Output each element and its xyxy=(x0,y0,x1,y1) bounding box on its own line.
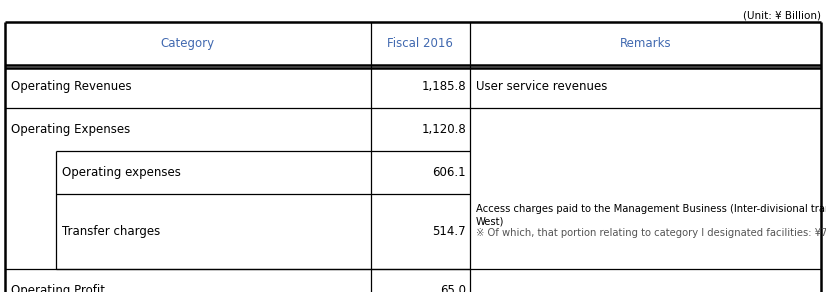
Text: Transfer charges: Transfer charges xyxy=(63,225,161,238)
Text: Operating Profit: Operating Profit xyxy=(11,284,105,292)
Text: (Unit: ¥ Billion): (Unit: ¥ Billion) xyxy=(743,10,821,20)
Text: Fiscal 2016: Fiscal 2016 xyxy=(387,37,453,50)
Text: 1,120.8: 1,120.8 xyxy=(421,123,466,136)
Text: Access charges paid to the Management Business (Inter-divisional transfer within: Access charges paid to the Management Bu… xyxy=(476,204,826,214)
Text: User service revenues: User service revenues xyxy=(476,80,607,93)
Text: 514.7: 514.7 xyxy=(433,225,466,238)
Text: 1,185.8: 1,185.8 xyxy=(421,80,466,93)
Text: 65.0: 65.0 xyxy=(440,284,466,292)
Text: Operating expenses: Operating expenses xyxy=(63,166,181,179)
Text: ※ Of which, that portion relating to category I designated facilities: ¥70.7 bil: ※ Of which, that portion relating to cat… xyxy=(476,228,826,238)
Text: Operating Revenues: Operating Revenues xyxy=(11,80,131,93)
Text: West): West) xyxy=(476,216,505,226)
Text: Remarks: Remarks xyxy=(620,37,672,50)
Text: Category: Category xyxy=(161,37,215,50)
Text: 606.1: 606.1 xyxy=(433,166,466,179)
Text: Operating Expenses: Operating Expenses xyxy=(11,123,131,136)
